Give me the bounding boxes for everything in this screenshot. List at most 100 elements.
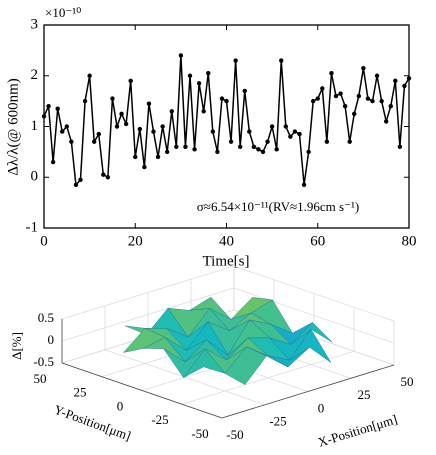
data-point	[155, 154, 161, 160]
data-point	[324, 139, 330, 144]
x-tick-label: 60	[310, 233, 325, 249]
data-point	[237, 144, 243, 149]
y-tick-label: 0	[31, 169, 39, 185]
data-point	[73, 182, 79, 188]
data-point	[219, 96, 225, 101]
data-point	[256, 147, 261, 152]
data-point	[379, 98, 384, 104]
data-point	[361, 65, 366, 71]
data-point	[114, 124, 120, 129]
data-point	[388, 104, 393, 109]
y-tick-label: 50	[34, 371, 47, 386]
data-point	[215, 149, 220, 155]
x-tick-label: 40	[219, 233, 234, 249]
data-point	[201, 109, 206, 114]
y-tick-label: 3	[31, 16, 39, 32]
data-point	[210, 129, 216, 134]
data-point	[233, 58, 238, 63]
data-point	[169, 109, 174, 114]
x-tick-label: 20	[128, 233, 143, 249]
data-point	[352, 111, 357, 117]
grid-line	[61, 265, 235, 320]
data-point	[297, 131, 302, 137]
data-point	[274, 147, 279, 152]
y-exponent: ×10⁻¹⁰	[45, 5, 81, 20]
grid-line	[181, 350, 355, 405]
y-tick-label: 25	[74, 385, 87, 400]
plot-frame	[43, 24, 410, 229]
grid-line	[61, 287, 235, 342]
data-point	[356, 93, 362, 99]
x-tick-label: -25	[269, 414, 286, 429]
data-point	[82, 98, 88, 104]
data-point	[397, 144, 403, 149]
z-axis-label: Δ[%]	[9, 332, 24, 360]
data-point	[320, 86, 325, 91]
data-point	[78, 177, 83, 182]
data-point	[315, 96, 320, 101]
data-point	[247, 129, 252, 134]
data-point	[128, 78, 133, 84]
x-tick-label: 50	[401, 374, 414, 389]
data-point	[164, 149, 170, 155]
data-point	[288, 134, 293, 139]
data-point	[105, 175, 111, 180]
y-tick-label: -50	[191, 426, 208, 441]
data-point	[306, 149, 311, 155]
y-tick-label: 1	[31, 118, 39, 134]
data-point	[393, 78, 398, 84]
data-point	[333, 93, 339, 99]
data-point	[338, 91, 343, 96]
data-point	[60, 129, 65, 134]
data-point	[365, 96, 371, 101]
grid-line	[233, 265, 395, 322]
x-axis-label: Time[s]	[203, 253, 250, 269]
data-point	[46, 104, 51, 109]
data-point	[110, 96, 115, 101]
grid-line	[233, 287, 395, 344]
data-point	[137, 126, 143, 132]
data-point	[151, 129, 156, 134]
surface-cell	[183, 348, 226, 378]
data-point	[269, 124, 275, 129]
x-tick-label: 0	[318, 400, 325, 415]
data-point	[64, 124, 70, 129]
annotation: σ≈6.54×10⁻¹¹(RV≈1.96cm s⁻¹)	[197, 199, 359, 214]
data-point	[119, 111, 124, 117]
x-axis-label-3d: X-Position[μm]	[316, 411, 399, 449]
x-tick-label: 80	[402, 233, 417, 249]
data-point	[206, 71, 211, 76]
data-point	[178, 53, 184, 58]
y-tick-label: 0	[117, 398, 124, 413]
z-tick-label: 0	[48, 332, 55, 347]
data-point	[96, 131, 101, 137]
y-tick-label: -1	[26, 219, 39, 235]
data-point	[347, 139, 352, 144]
data-point	[174, 144, 179, 149]
data-point	[142, 164, 147, 170]
axis-line	[221, 364, 395, 419]
data-line	[43, 55, 410, 187]
data-point	[69, 139, 74, 144]
x-tick-label: 0	[40, 233, 48, 249]
data-point	[370, 98, 375, 104]
data-point	[160, 124, 165, 129]
surface-cell	[224, 346, 267, 385]
x-tick-label: 25	[358, 387, 371, 402]
data-point	[301, 182, 307, 188]
data-point	[224, 98, 229, 104]
data-point	[187, 73, 193, 78]
data-point	[260, 149, 266, 155]
data-point	[402, 83, 407, 89]
x-tick-label: -50	[226, 427, 243, 442]
data-point	[279, 58, 284, 63]
y-tick-label: 2	[31, 67, 39, 83]
data-point	[251, 144, 257, 149]
data-point	[133, 154, 138, 160]
data-point	[50, 159, 56, 165]
data-point	[146, 101, 152, 106]
data-point	[283, 124, 289, 129]
axis-line	[61, 362, 223, 419]
y-axis-label: Δλ/λ(@ 600nm)	[5, 78, 21, 176]
